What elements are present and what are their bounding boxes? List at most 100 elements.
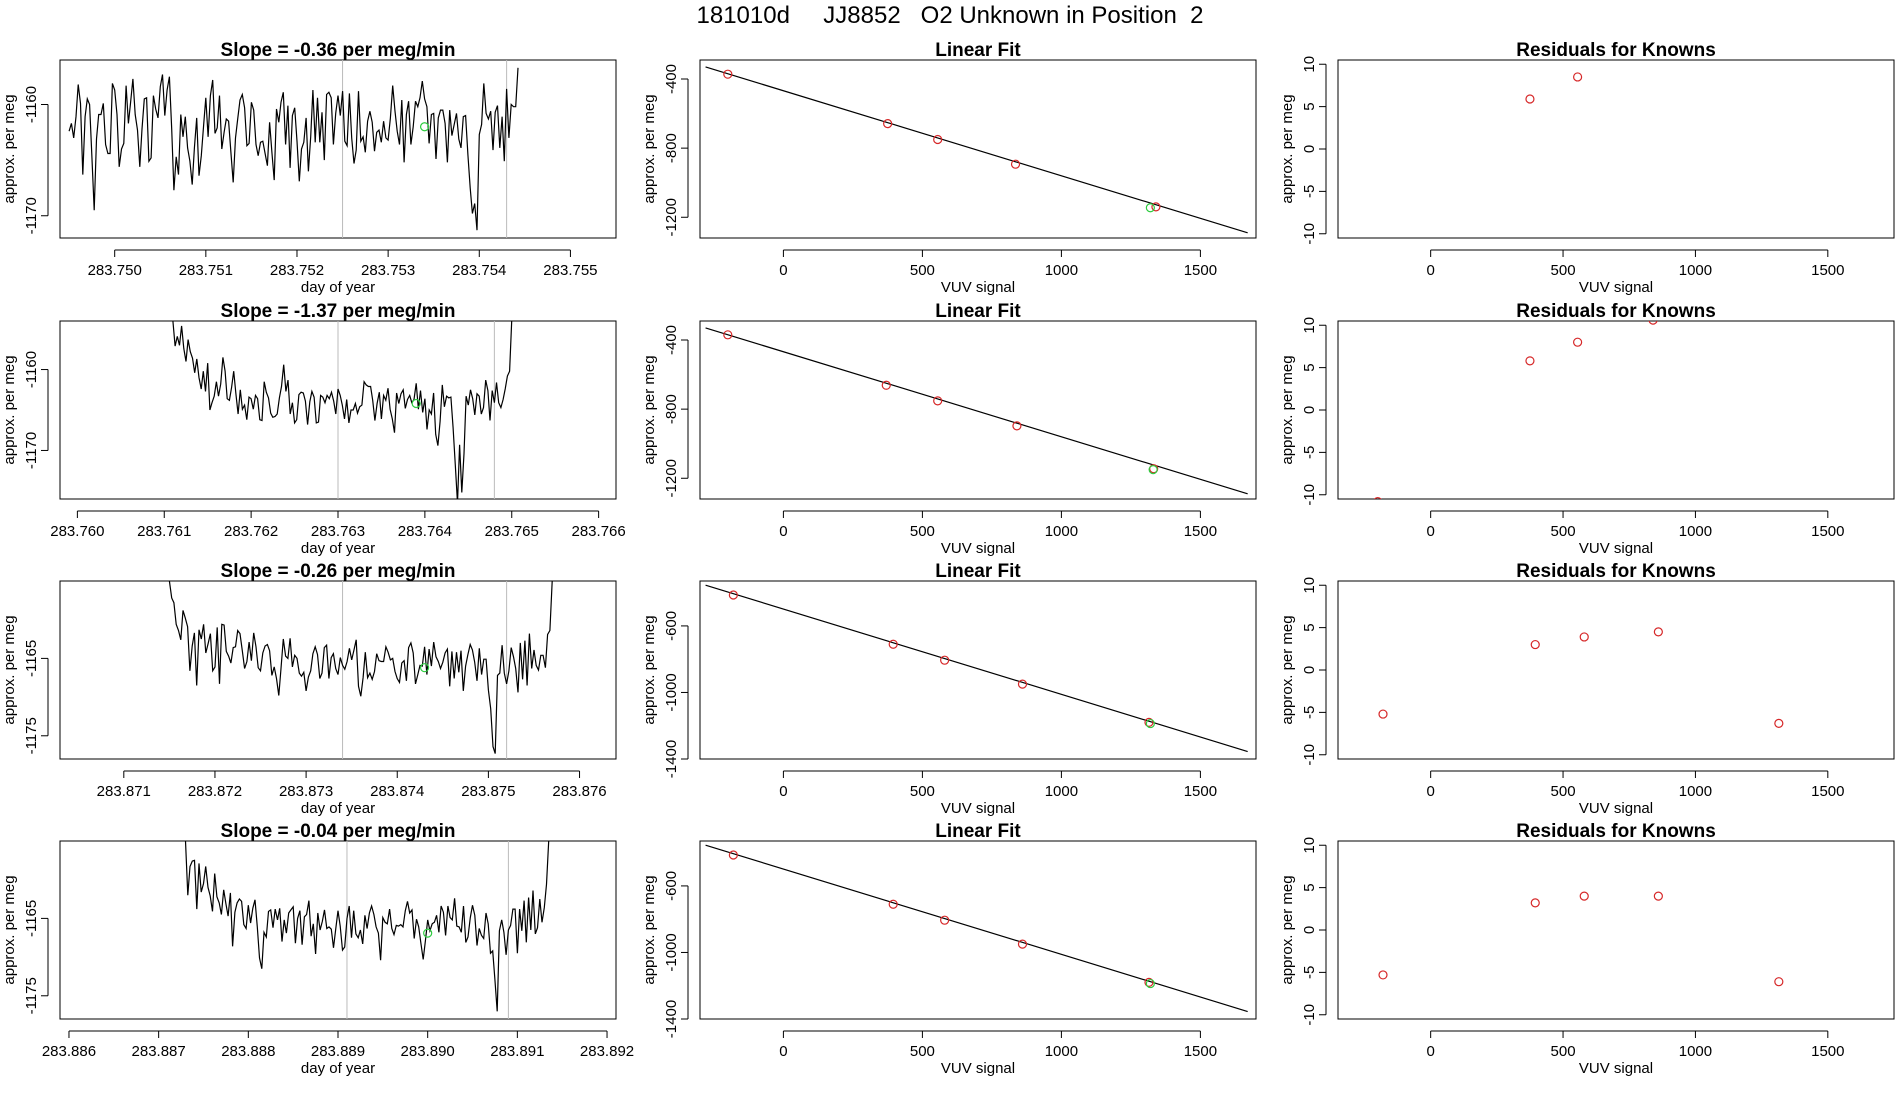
x-tick-label: 1000 (1679, 1043, 1712, 1060)
y-axis-label: approx. per meg (1279, 355, 1296, 464)
unknown-point (1145, 203, 1155, 213)
x-tick-label: 1500 (1184, 262, 1217, 279)
plot-frame (699, 580, 1257, 760)
x-axis-label: day of year (301, 1060, 375, 1077)
known-point (1573, 337, 1583, 347)
x-tick-label: 283.890 (401, 1043, 455, 1060)
panel-title: Residuals for Knowns (1516, 301, 1716, 322)
unknown-point (1145, 978, 1155, 989)
plot-frame (1337, 840, 1895, 1020)
panel-title: Slope = -1.37 per meg/min (221, 301, 456, 322)
y-tick-label: -10 (1301, 744, 1318, 766)
y-tick-label: -1175 (23, 977, 40, 1014)
x-axis-label: VUV signal (941, 279, 1015, 296)
panel-r4-c2: Linear Fit 0 500 1000 1500 VUV signal -600 -100… (641, 821, 1257, 1077)
known-point (1144, 717, 1154, 728)
y-axis-label: approx. per meg (1279, 615, 1296, 724)
plot-frame (59, 580, 617, 760)
plot-data (705, 844, 1248, 1013)
x-tick-label: 0 (779, 1043, 787, 1060)
x-tick-label: 1500 (1811, 262, 1844, 279)
series-line (184, 841, 550, 1012)
x-tick-label: 1000 (1045, 262, 1078, 279)
y-tick-label: -10 (1301, 223, 1318, 245)
known-point (940, 915, 950, 925)
y-tick-label: -1175 (23, 717, 40, 754)
unknown-marker (419, 122, 430, 132)
plot-data (1373, 321, 1658, 499)
known-point (723, 330, 733, 340)
known-point (1648, 321, 1658, 325)
plot-frame (1337, 580, 1895, 760)
known-point (1378, 709, 1388, 719)
x-tick-label: 0 (1426, 1043, 1434, 1060)
x-tick-label: 283.765 (485, 523, 539, 540)
fit-line (705, 66, 1248, 234)
known-point (1573, 72, 1583, 82)
x-tick-label: 283.888 (221, 1043, 275, 1060)
panel-title: Slope = -0.26 per meg/min (221, 561, 456, 582)
x-tick-label: 283.889 (311, 1043, 365, 1060)
y-tick-label: 5 (1301, 102, 1318, 110)
known-point (1373, 496, 1382, 499)
y-tick-label: -10 (1301, 484, 1318, 506)
y-tick-label: -1400 (663, 1000, 680, 1038)
y-tick-label: -1160 (23, 86, 40, 123)
known-point (1774, 718, 1784, 729)
panel-title: Residuals for Knowns (1516, 821, 1716, 842)
x-tick-label: 0 (1426, 783, 1434, 800)
panel-r2-c2: Linear Fit 0 500 1000 1500 VUV signal -400 -800… (641, 301, 1257, 557)
known-point (1378, 970, 1388, 980)
y-tick-label: 5 (1301, 363, 1318, 371)
x-axis-label: day of year (301, 800, 375, 817)
x-tick-label: 283.752 (270, 262, 324, 279)
known-point (723, 69, 733, 79)
panel-title: Slope = -0.36 per meg/min (221, 40, 456, 61)
x-tick-label: 283.871 (97, 783, 151, 800)
known-point (1579, 632, 1589, 642)
x-tick-label: 1500 (1811, 783, 1844, 800)
unknown-point (1148, 465, 1158, 475)
fit-line (705, 584, 1248, 753)
y-tick-label: -10 (1301, 1004, 1318, 1026)
plot-data (1525, 72, 1583, 104)
known-point (1151, 202, 1161, 212)
y-tick-label: 0 (1301, 145, 1318, 153)
panel-title: Linear Fit (935, 40, 1021, 61)
y-axis-label: approx. per meg (641, 355, 658, 464)
known-point (1525, 94, 1535, 104)
unknown-marker (423, 928, 433, 938)
x-axis-label: day of year (301, 279, 375, 296)
known-point (888, 639, 898, 649)
x-tick-label: 1500 (1184, 783, 1217, 800)
x-tick-label: 283.764 (398, 523, 452, 540)
plot-frame (699, 320, 1257, 500)
panel-r4-c3: Residuals for Knowns 0 500 1000 1500 VUV sign… (1279, 821, 1895, 1077)
known-point (1017, 939, 1028, 949)
x-tick-label: 283.875 (461, 783, 515, 800)
y-tick-label: 10 (1301, 577, 1318, 594)
x-tick-label: 283.761 (137, 523, 191, 540)
y-tick-label: 0 (1301, 926, 1318, 934)
x-tick-label: 1000 (1679, 523, 1712, 540)
x-tick-label: 283.892 (580, 1043, 634, 1060)
known-point (1012, 421, 1022, 431)
panel-title: Linear Fit (935, 301, 1021, 322)
y-tick-label: -400 (663, 325, 680, 355)
x-tick-label: 500 (1551, 523, 1576, 540)
plot-data (705, 66, 1248, 234)
plot-data (705, 327, 1248, 495)
x-tick-label: 283.762 (224, 523, 278, 540)
known-point (728, 850, 738, 860)
y-tick-label: -600 (663, 871, 680, 901)
known-point (933, 134, 943, 145)
plot-frame (1337, 59, 1895, 239)
x-tick-label: 283.763 (311, 523, 365, 540)
x-tick-label: 1500 (1184, 523, 1217, 540)
x-tick-label: 283.751 (179, 262, 233, 279)
known-point (1010, 159, 1021, 169)
y-tick-label: -600 (663, 611, 680, 641)
y-tick-label: -400 (663, 64, 680, 94)
panel-r1-c3: Residuals for Knowns 0 500 1000 1500 VUV sign… (1279, 40, 1895, 296)
panel-r2-c1: Slope = -1.37 per meg/min 283.760 283.761 2… (1, 301, 626, 557)
